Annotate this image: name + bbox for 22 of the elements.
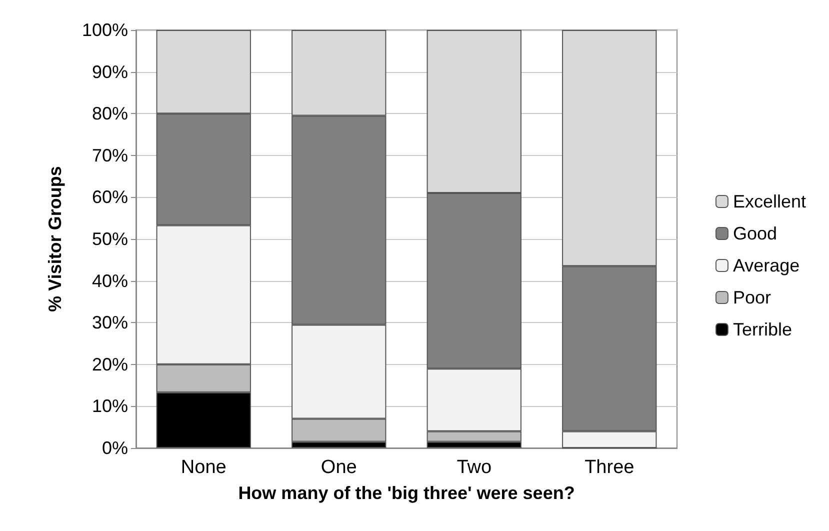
y-tick-label: 80% [92, 104, 128, 124]
y-tick-label: 60% [92, 187, 128, 208]
x-tick-label: One [320, 457, 357, 478]
y-tick-label: 30% [92, 312, 128, 333]
legend-label: Good [732, 224, 778, 244]
x-tick-label: Three [584, 457, 634, 478]
legend-label: Terrible [732, 320, 792, 340]
x-axis-title: How many of the 'big three' were seen? [238, 483, 575, 503]
y-tick-label: 40% [92, 270, 128, 291]
legend-label: Poor [732, 288, 771, 308]
legend-label: Average [732, 256, 800, 276]
legend-label: Excellent [732, 192, 806, 212]
y-tick-label: 20% [92, 354, 128, 374]
y-tick-label: 50% [92, 229, 128, 249]
x-tick-label: None [180, 457, 226, 478]
y-tick-label: 70% [92, 145, 128, 166]
y-axis-title: % Visitor Groups [45, 166, 65, 312]
y-tick-label: 100% [82, 20, 128, 40]
x-tick-label: Two [456, 457, 492, 478]
y-tick-label: 10% [92, 396, 128, 416]
y-tick-label: 90% [92, 62, 128, 82]
y-tick-label: 0% [102, 438, 128, 458]
